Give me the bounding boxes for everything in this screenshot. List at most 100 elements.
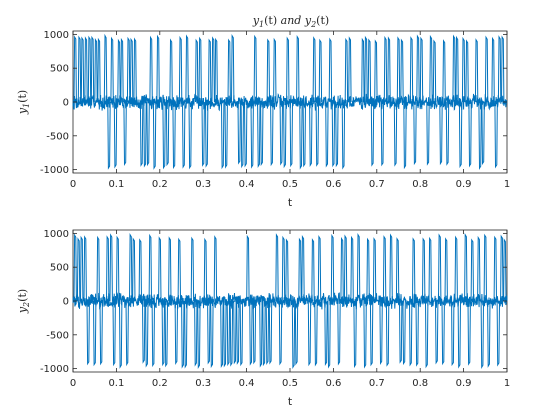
pulse-spike (84, 36, 88, 103)
pulse-spike (270, 101, 274, 167)
pulse-spike (396, 36, 401, 103)
x-tick-label: 0 (70, 179, 76, 190)
pulse-spike (87, 35, 92, 103)
pulse-spike (409, 36, 414, 103)
y-tick-label: 500 (50, 263, 69, 274)
y-tick-label: 1000 (44, 229, 69, 240)
pulse-spike (265, 300, 270, 366)
pulse-spike (428, 236, 432, 302)
pulse-spike (158, 236, 162, 302)
pulse-spike (278, 300, 283, 366)
pulse-spike (348, 36, 352, 103)
pulse-spike (312, 36, 316, 103)
pulse-spike (246, 234, 250, 302)
pulse-spike (148, 233, 152, 302)
x-tick-label: 0.6 (325, 179, 341, 190)
pulse-spike (252, 300, 257, 365)
pulse-spike (309, 101, 313, 168)
pulse-spike (409, 300, 413, 367)
pulse-spike (109, 233, 113, 302)
pulse-spike (145, 300, 149, 368)
x-tick-label: 0.7 (369, 378, 385, 389)
pulse-spike (132, 237, 136, 302)
pulse-spike (501, 35, 505, 103)
pulse-spike (458, 101, 463, 169)
pulse-spike (125, 300, 129, 367)
pulse-spike (182, 101, 186, 169)
pulse-spike (190, 236, 195, 302)
pulse-spike (151, 300, 155, 368)
x-tick-label: 0.4 (239, 378, 255, 389)
pulse-spike (239, 300, 244, 367)
pulse-spike (399, 300, 403, 364)
pulse-spike (344, 37, 349, 103)
pulse-spike (226, 300, 231, 367)
pulse-spike (356, 233, 361, 302)
x-tick-label: 0.8 (412, 179, 428, 190)
y-tick-label: -500 (46, 330, 69, 341)
pulse-spike (461, 36, 466, 103)
pulse-spike (289, 101, 293, 168)
pulse-spike (123, 101, 127, 167)
pulse-spike (382, 235, 387, 302)
pulse-spike (480, 300, 484, 369)
pulse-spike (90, 35, 95, 103)
pulse-spike (294, 300, 299, 366)
pulse-spike (221, 101, 225, 170)
pulse-spike (227, 38, 231, 103)
pulse-spike (464, 233, 468, 302)
pulse-spike (412, 237, 416, 302)
pulse-spike (93, 300, 97, 367)
pulse-spike (198, 36, 202, 103)
pulse-spike (330, 233, 335, 302)
pulse-spike (402, 300, 406, 366)
pulse-spike (419, 36, 424, 103)
pulse-spike (129, 37, 134, 103)
pulse-spike (211, 36, 215, 103)
pulse-spike (240, 101, 244, 169)
pulse-spike (77, 35, 82, 103)
pulse-spike (120, 37, 124, 103)
pulse-spike (302, 101, 306, 168)
pulse-spike (343, 234, 348, 302)
pulse-spike (279, 101, 283, 166)
pulse-spike (253, 34, 257, 103)
pulse-spike (341, 101, 346, 170)
pulse-spike (291, 300, 296, 369)
pulse-spike (497, 35, 502, 103)
x-tick-label: 0.8 (412, 378, 428, 389)
pulse-spike (429, 34, 433, 103)
pulse-spike (107, 101, 111, 170)
pulse-spike (494, 101, 498, 169)
pulse-spike (164, 300, 168, 368)
pulse-spike (165, 101, 170, 167)
pulse-spike (97, 37, 101, 103)
pulse-spike (372, 237, 377, 302)
pulse-spike (110, 36, 114, 103)
pulse-spike (335, 101, 339, 168)
pulse-spike (80, 235, 84, 302)
pulse-spike (162, 101, 166, 170)
pulse-spike (325, 101, 329, 168)
pulse-spike (229, 300, 234, 367)
pulse-spike (451, 300, 455, 367)
pulse-spike (103, 33, 108, 103)
pulse-spike (426, 101, 430, 166)
y-axis-label-top: y1(t) (16, 90, 31, 115)
pulse-spike (117, 38, 121, 103)
pulse-spike (403, 101, 407, 170)
pulse-spike (380, 101, 385, 167)
pulse-spike (184, 300, 188, 369)
pulse-spike (481, 101, 485, 166)
pulse-spike (467, 300, 471, 366)
pulse-spike (119, 300, 123, 369)
pulse-spike (478, 101, 482, 170)
pulse-spike (161, 300, 165, 367)
pulse-spike (444, 237, 448, 302)
x-tick-label: 0.5 (282, 378, 298, 389)
pulse-spike (259, 300, 263, 368)
pulse-spike (174, 300, 178, 366)
pulse-spike (177, 237, 181, 302)
y-axis-label-bottom: y2(t) (16, 289, 31, 314)
pulse-spike (296, 34, 300, 103)
